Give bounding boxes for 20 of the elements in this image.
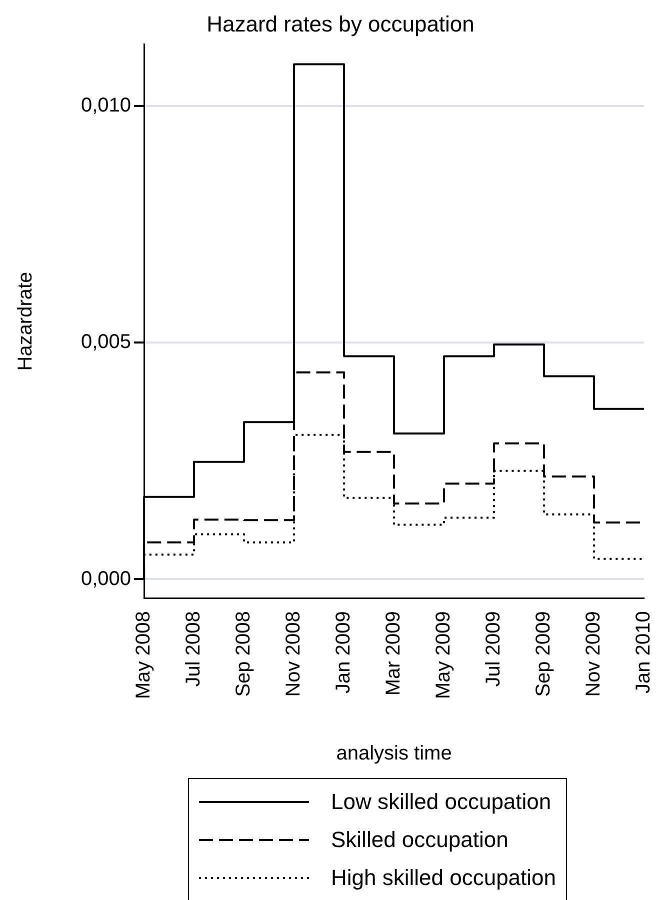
- x-tick-label: Nov 2008: [282, 611, 305, 697]
- x-tick-label: Jul 2008: [182, 611, 205, 687]
- x-tick-label: May 2009: [432, 611, 455, 700]
- x-tick-label: Sep 2009: [532, 611, 555, 697]
- x-tick-label: Nov 2009: [582, 611, 605, 697]
- x-tick-label: Jul 2009: [482, 611, 505, 687]
- x-tick-label: Sep 2008: [232, 611, 255, 697]
- chart-title: Hazard rates by occupation: [206, 11, 474, 36]
- y-axis-title: Hazardrate: [14, 272, 37, 371]
- y-tick-label: 0,010: [80, 94, 132, 116]
- y-tick-label: 0,005: [80, 331, 132, 354]
- y-tick-label: 0,000: [80, 568, 132, 590]
- x-axis-title: analysis time: [336, 742, 452, 765]
- legend-label: Skilled occupation: [331, 827, 508, 853]
- x-tick-label: Jan 2009: [332, 611, 355, 694]
- x-tick-label: Mar 2009: [382, 611, 405, 696]
- x-tick-label: May 2008: [132, 611, 155, 700]
- legend-label: High skilled occupation: [331, 865, 556, 891]
- x-tick-label: Jan 2010: [632, 611, 655, 694]
- legend-label: Low skilled occupation: [331, 789, 552, 815]
